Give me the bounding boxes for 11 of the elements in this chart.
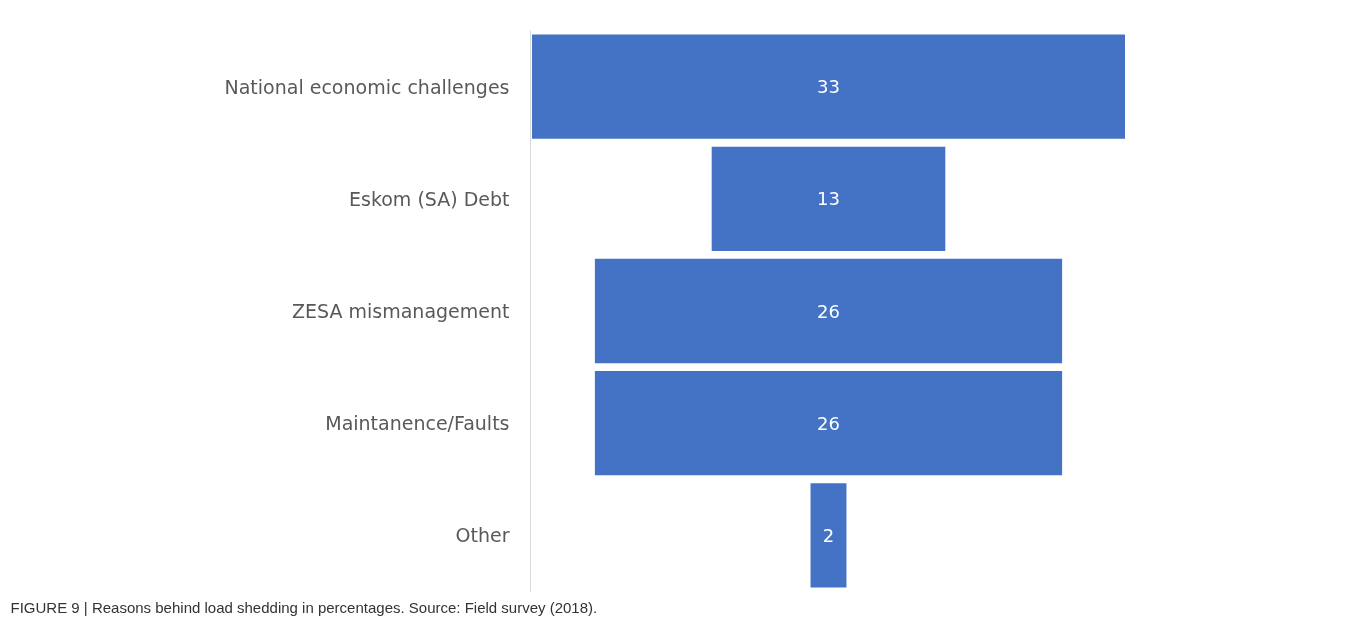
category-label: Eskom (SA) Debt	[348, 187, 510, 210]
data-label: 26	[817, 300, 840, 322]
category-label: National economic challenges	[224, 75, 510, 98]
category-label: ZESA mismanagement	[292, 300, 510, 322]
data-label: 13	[817, 188, 840, 210]
caption: FIGURE 9 | Reasons behind load shedding in percentages. Source: Field survey (2018).	[10, 598, 598, 616]
data-label: 26	[817, 412, 840, 434]
data-label: 2	[822, 524, 835, 546]
data-label: 33	[817, 76, 840, 98]
category-label: Maintanence/Faults	[325, 412, 510, 435]
category-label: Other	[455, 524, 510, 547]
